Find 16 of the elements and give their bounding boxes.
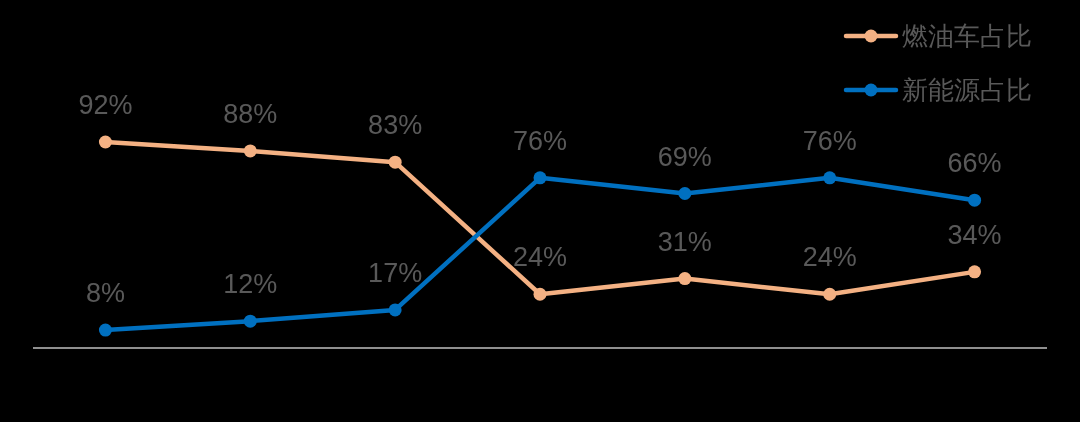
data-label: 12% [223, 269, 278, 300]
data-label: 83% [368, 110, 423, 141]
data-label: 24% [513, 242, 567, 273]
data-label: 24% [802, 242, 857, 273]
data-label: 17% [368, 257, 423, 288]
data-label: 88% [223, 98, 278, 129]
legend-label: 燃油车占比 [902, 21, 1032, 51]
data-label: 66% [947, 148, 1002, 179]
data-label: 31% [657, 226, 712, 257]
data-label: 76% [513, 125, 567, 156]
data-label: 76% [802, 125, 857, 156]
legend-label: 新能源占比 [902, 75, 1032, 105]
data-label: 34% [947, 219, 1002, 250]
data-label: 8% [85, 278, 125, 309]
data-label: 69% [657, 141, 712, 172]
data-label: 92% [78, 90, 133, 120]
